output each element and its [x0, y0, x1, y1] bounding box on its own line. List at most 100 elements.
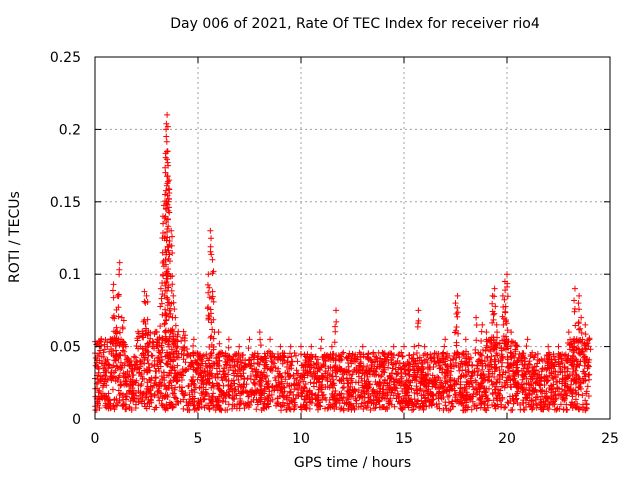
roti-sample-point	[299, 390, 306, 397]
roti-sample-point	[180, 391, 187, 398]
roti-sample-point	[213, 365, 220, 372]
roti-sample-point	[201, 404, 208, 411]
roti-sample-point	[210, 360, 217, 367]
roti-data-point	[163, 317, 170, 324]
roti-sample-point	[513, 364, 520, 371]
roti-sample-point	[508, 350, 515, 357]
roti-sample-point	[238, 383, 245, 390]
roti-sample-point	[317, 403, 324, 410]
roti-sample-point	[358, 375, 365, 382]
roti-data-point	[168, 287, 175, 294]
roti-data-point	[414, 323, 421, 330]
roti-sample-point	[510, 371, 517, 378]
roti-sample-point	[382, 377, 389, 384]
roti-data-point	[161, 321, 168, 328]
roti-sample-point	[548, 370, 555, 377]
roti-data-point	[577, 337, 584, 344]
roti-data-point	[333, 318, 340, 325]
roti-sample-point	[138, 398, 145, 405]
roti-sample-point	[291, 381, 298, 388]
roti-sample-point	[336, 377, 343, 384]
roti-sample-point	[563, 357, 570, 364]
roti-sample-point	[570, 361, 577, 368]
roti-data-point	[339, 350, 346, 357]
roti-sample-point	[557, 369, 564, 376]
roti-data-point	[96, 350, 103, 357]
roti-sample-point	[356, 393, 363, 400]
roti-sample-point	[514, 380, 521, 387]
roti-data-point	[159, 229, 166, 236]
roti-data-point	[502, 318, 509, 325]
roti-data-point	[453, 339, 460, 346]
roti-sample-point	[381, 403, 388, 410]
roti-sample-point	[380, 390, 387, 397]
roti-sample-point	[494, 395, 501, 402]
roti-sample-point	[141, 375, 148, 382]
roti-sample-point	[242, 387, 249, 394]
roti-sample-point	[190, 395, 197, 402]
roti-sample-point	[495, 390, 502, 397]
roti-sample-point	[355, 403, 362, 410]
roti-data-point	[454, 292, 461, 299]
roti-sample-point	[505, 400, 512, 407]
roti-data-point	[454, 349, 461, 356]
roti-sample-point	[222, 398, 229, 405]
roti-data-point	[523, 343, 530, 350]
roti-sample-point	[274, 387, 281, 394]
roti-sample-point	[276, 381, 283, 388]
roti-sample-point	[448, 368, 455, 375]
roti-sample-point	[408, 400, 415, 407]
roti-sample-point	[367, 406, 374, 413]
roti-sample-point	[322, 370, 329, 377]
roti-sample-point	[123, 396, 130, 403]
roti-data-point	[157, 285, 164, 292]
roti-sample-point	[146, 376, 153, 383]
roti-data-point	[205, 315, 212, 322]
roti-sample-point	[262, 374, 269, 381]
roti-sample-point	[394, 390, 401, 397]
roti-data-point	[166, 238, 173, 245]
roti-data-point	[491, 310, 498, 317]
roti-sample-point	[267, 365, 274, 372]
roti-sample-point	[111, 357, 118, 364]
roti-sample-point	[340, 384, 347, 391]
roti-sample-point	[216, 393, 223, 400]
roti-data-point	[171, 364, 178, 371]
roti-sample-point	[301, 396, 308, 403]
roti-sample-point	[330, 350, 337, 357]
roti-sample-point	[268, 358, 275, 365]
roti-data-point	[578, 329, 585, 336]
roti-sample-point	[481, 376, 488, 383]
roti-sample-point	[364, 373, 371, 380]
roti-sample-point	[251, 366, 258, 373]
roti-sample-point	[544, 360, 551, 367]
roti-sample-point	[423, 356, 430, 363]
roti-sample-point	[134, 364, 141, 371]
roti-data-point	[144, 298, 151, 305]
roti-data-point	[157, 303, 164, 310]
roti-sample-point	[294, 358, 301, 365]
roti-data-point	[165, 198, 172, 205]
roti-sample-point	[247, 362, 254, 369]
roti-sample-point	[276, 393, 283, 400]
roti-sample-point	[513, 342, 520, 349]
x-tick-label: 25	[601, 431, 619, 447]
roti-sample-point	[463, 359, 470, 366]
roti-sample-point	[397, 365, 404, 372]
roti-data-point	[331, 339, 338, 346]
roti-sample-point	[282, 369, 289, 376]
roti-data-point	[165, 223, 172, 230]
roti-sample-point	[287, 388, 294, 395]
roti-sample-point	[396, 351, 403, 358]
roti-sample-point	[562, 353, 569, 360]
roti-sample-point	[376, 398, 383, 405]
roti-data-point	[571, 308, 578, 315]
roti-sample-point	[439, 366, 446, 373]
roti-sample-point	[263, 372, 270, 379]
chart-title: Day 006 of 2021, Rate Of TEC Index for r…	[170, 16, 540, 32]
roti-sample-point	[550, 398, 557, 405]
y-tick-label: 0.25	[50, 50, 81, 66]
roti-sample-point	[364, 402, 371, 409]
roti-sample-point	[301, 374, 308, 381]
roti-sample-point	[161, 382, 168, 389]
